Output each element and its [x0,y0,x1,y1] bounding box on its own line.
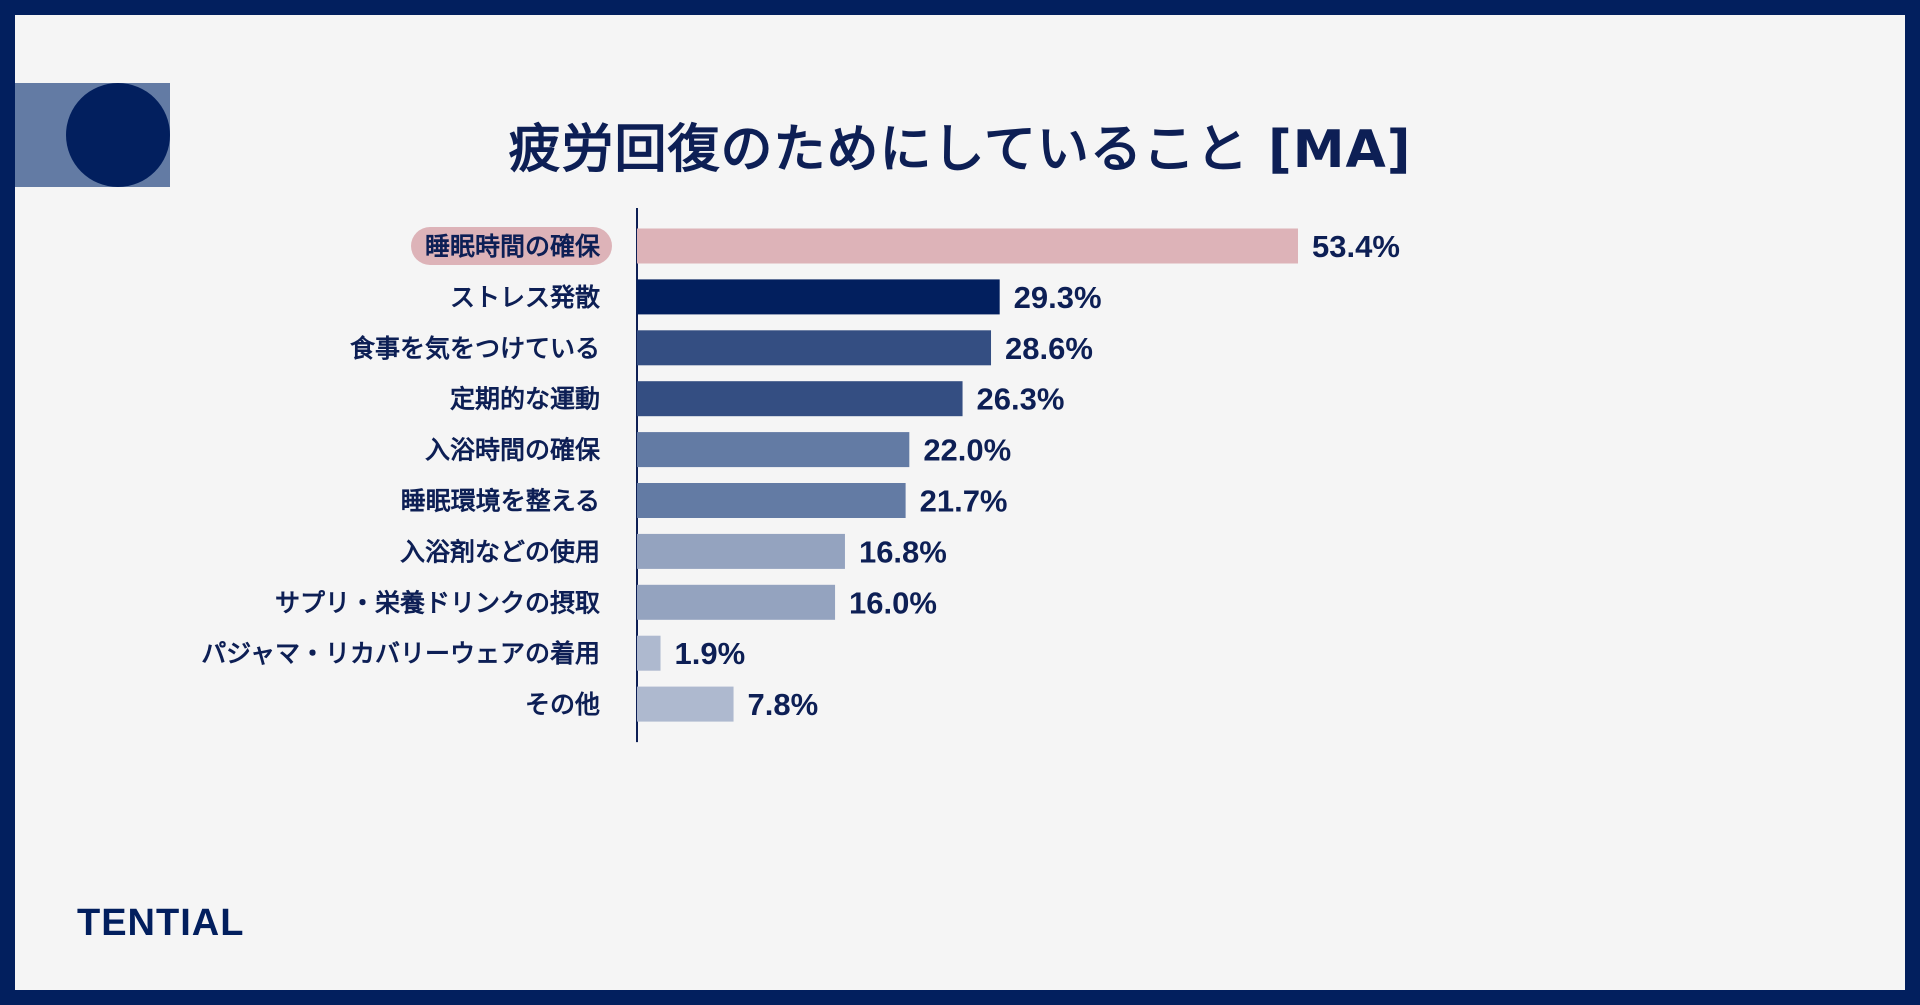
bar [637,686,734,722]
bar [637,330,992,366]
chart-panel: 疲労回復のためにしていること [MA] 睡眠時間の確保 53.4% ストレス発散 29… [15,15,1905,990]
value-label: 22.0% [923,433,1011,468]
bar [637,483,906,518]
chart-title: 疲労回復のためにしていること [MA] [508,120,1412,180]
category-label: 食事を気をつけている [350,334,600,363]
bar-chart: 睡眠時間の確保 53.4% ストレス発散 29.3% 食事を気をつけている 28.6% 定期… [201,208,1400,743]
bar [637,228,1298,264]
bar [637,279,1000,315]
value-label: 28.6% [1005,331,1093,366]
decorative-circle [66,83,170,187]
highlight-pill [411,227,612,265]
value-label: 7.8% [748,687,819,722]
bar [637,381,963,417]
bar [637,432,910,468]
value-label: 16.8% [859,534,947,569]
category-label: ストレス発散 [450,283,600,312]
category-label: 定期的な運動 [450,385,600,414]
category-label: パジャマ・リカバリーウェアの着用 [201,639,600,668]
category-label: 睡眠環境を整える [401,487,600,516]
brand-logo: TENTIAL [77,902,245,944]
category-label: 入浴剤などの使用 [400,537,600,566]
value-label: 1.9% [675,636,746,671]
category-label: 睡眠時間の確保 [425,232,601,261]
value-label: 21.7% [920,484,1008,519]
category-label: その他 [525,690,600,719]
category-label: 入浴時間の確保 [425,436,601,465]
bar [637,533,845,569]
value-label: 26.3% [977,382,1065,417]
value-label: 16.0% [849,585,937,620]
category-label: サプリ・栄養ドリンクの摂取 [275,588,600,617]
bar [637,635,661,671]
bar [637,584,836,620]
value-label: 53.4% [1312,229,1400,264]
value-label: 29.3% [1014,280,1102,315]
